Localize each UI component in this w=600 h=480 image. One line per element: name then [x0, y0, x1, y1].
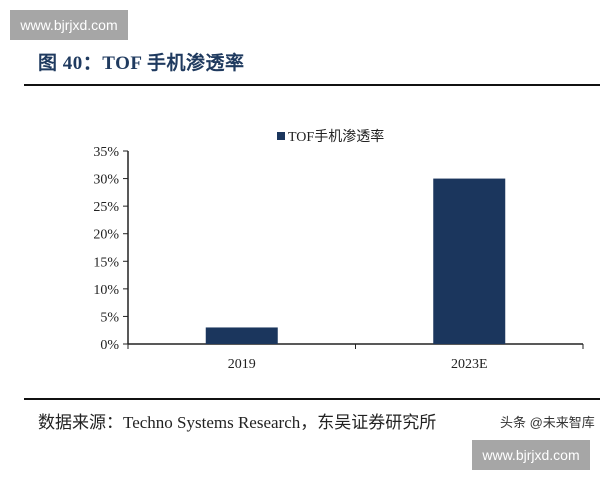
y-axis: 0% 5% 10% 15% 20% 25% 30% 35%: [93, 145, 129, 353]
top-rule: [24, 84, 600, 86]
y-tick-label: 10%: [93, 283, 119, 298]
bar-2023E: [433, 178, 506, 344]
y-tick-label: 35%: [93, 145, 119, 160]
y-tick-label: 30%: [93, 173, 119, 188]
y-tick-label: 20%: [93, 228, 119, 243]
watermark-top: www.bjrjxd.com: [10, 10, 128, 40]
watermark-bottom: www.bjrjxd.com: [472, 440, 590, 470]
y-tick-label: 5%: [100, 310, 119, 325]
y-tick-label: 15%: [93, 255, 119, 270]
figure-title: 图 40：TOF 手机渗透率: [38, 53, 245, 74]
source-note: 数据来源：Techno Systems Research，东吴证券研究所: [38, 413, 437, 432]
legend: TOF手机渗透率: [277, 128, 384, 145]
bar-2019: [205, 327, 278, 344]
y-tick-label: 25%: [93, 200, 119, 215]
x-axis: 2019 2023E: [127, 343, 584, 372]
x-tick-label: 2019: [228, 357, 256, 372]
bottom-rule: [24, 398, 600, 400]
watermark-credit: 头条 @未来智库: [500, 412, 595, 431]
x-tick-label: 2023E: [451, 357, 488, 372]
y-tick-label: 0%: [100, 338, 119, 353]
legend-label: TOF手机渗透率: [288, 128, 384, 145]
legend-swatch: [277, 132, 285, 140]
bars: [205, 178, 506, 344]
bar-chart: TOF手机渗透率 0% 5% 10% 15% 20% 25% 30% 35% 2019 2023…: [93, 128, 584, 372]
